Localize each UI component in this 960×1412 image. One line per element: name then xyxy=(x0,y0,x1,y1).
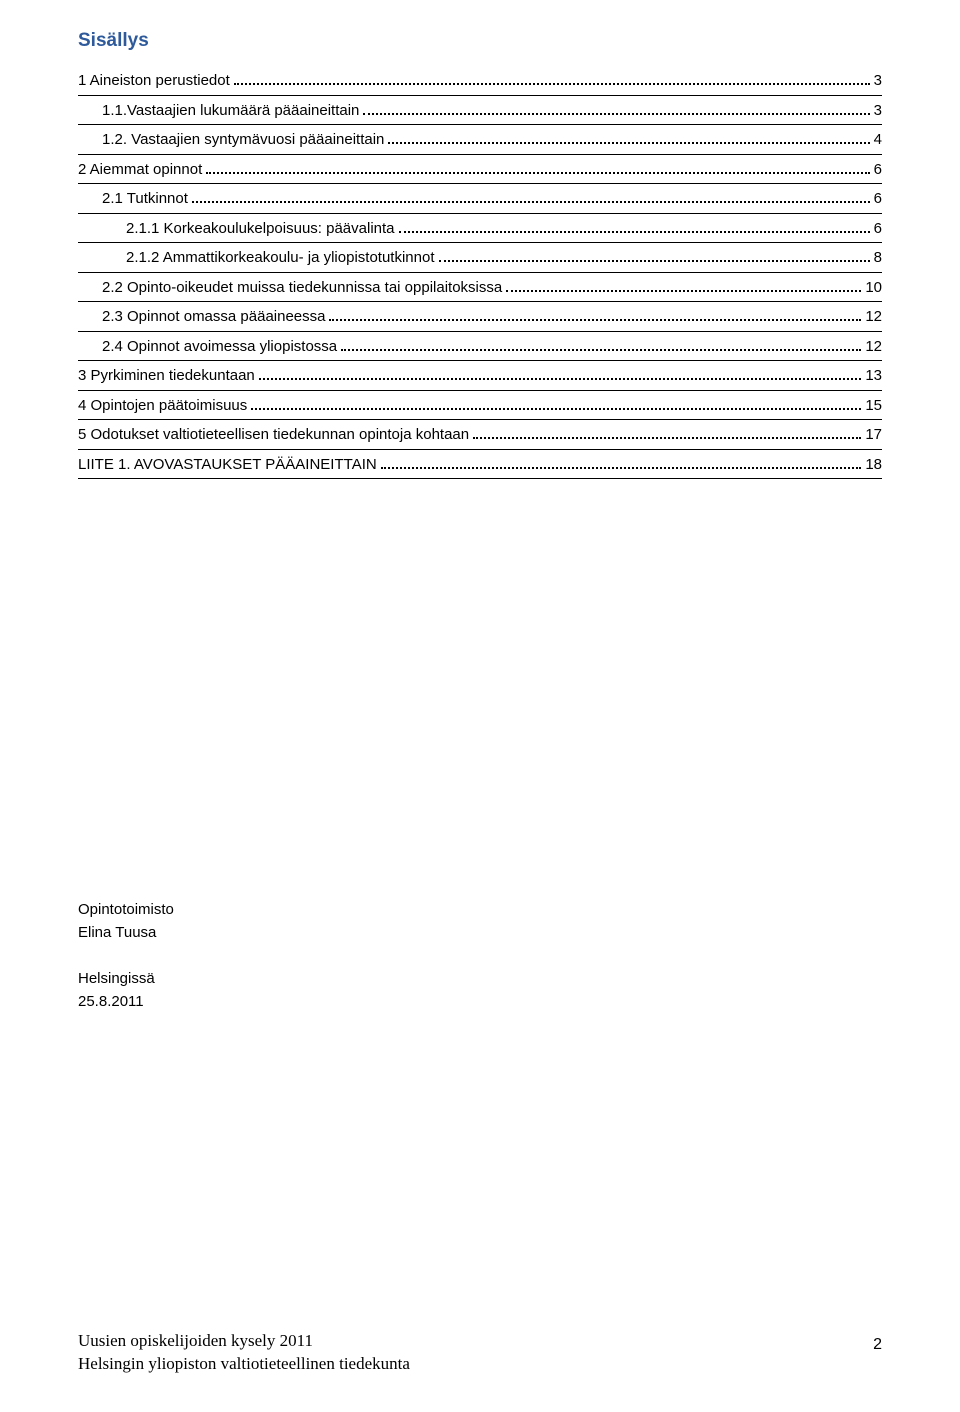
toc-leader xyxy=(399,231,870,233)
toc-row: 1.1.Vastaajien lukumäärä pääaineittain 3 xyxy=(78,96,882,126)
imprint-block: Opintotoimisto Elina Tuusa Helsingissä 2… xyxy=(78,899,882,1013)
page-number: 2 xyxy=(873,1336,882,1376)
toc-label: 2.4 Opinnot avoimessa yliopistossa xyxy=(102,336,337,359)
page-footer: Uusien opiskelijoiden kysely 2011 Helsin… xyxy=(0,1330,960,1376)
toc-leader xyxy=(506,290,861,292)
toc-leader xyxy=(206,172,869,174)
toc-leader xyxy=(234,83,870,85)
toc-page: 18 xyxy=(865,454,882,477)
toc-leader xyxy=(388,142,869,144)
toc-leader xyxy=(251,408,861,410)
toc-row: 2 Aiemmat opinnot 6 xyxy=(78,155,882,185)
toc-leader xyxy=(329,319,861,321)
toc-row: 2.1.1 Korkeakoulukelpoisuus: päävalinta … xyxy=(78,214,882,244)
toc-page: 4 xyxy=(874,129,882,152)
imprint-office: Opintotoimisto xyxy=(78,899,882,922)
toc-row: 4 Opintojen päätoimisuus 15 xyxy=(78,391,882,421)
page-title: Sisällys xyxy=(78,30,882,52)
toc-leader xyxy=(341,349,861,351)
toc-page: 15 xyxy=(865,395,882,418)
toc-leader xyxy=(192,201,870,203)
toc-label: 2.1.1 Korkeakoulukelpoisuus: päävalinta xyxy=(126,218,395,241)
toc-row: 2.1.2 Ammattikorkeakoulu- ja yliopistotu… xyxy=(78,243,882,273)
toc-page: 3 xyxy=(874,100,882,123)
toc-page: 6 xyxy=(874,188,882,211)
toc-label: 2.2 Opinto-oikeudet muissa tiedekunnissa… xyxy=(102,277,502,300)
toc-page: 13 xyxy=(865,365,882,388)
toc-page: 17 xyxy=(865,424,882,447)
toc-row: LIITE 1. AVOVASTAUKSET PÄÄAINEITTAIN 18 xyxy=(78,450,882,480)
toc-leader xyxy=(473,437,861,439)
toc-row: 3 Pyrkiminen tiedekuntaan 13 xyxy=(78,361,882,391)
toc-label: 2.1.2 Ammattikorkeakoulu- ja yliopistotu… xyxy=(126,247,435,270)
imprint-date: 25.8.2011 xyxy=(78,991,882,1014)
footer-line-1: Uusien opiskelijoiden kysely 2011 xyxy=(78,1330,410,1353)
toc-page: 8 xyxy=(874,247,882,270)
toc-page: 12 xyxy=(865,306,882,329)
toc-page: 10 xyxy=(865,277,882,300)
toc-label: 1.2. Vastaajien syntymävuosi pääaineitta… xyxy=(102,129,384,152)
imprint-author: Elina Tuusa xyxy=(78,922,882,945)
toc-leader xyxy=(439,260,870,262)
toc-leader xyxy=(363,113,869,115)
toc-label: 4 Opintojen päätoimisuus xyxy=(78,395,247,418)
toc-page: 3 xyxy=(874,70,882,93)
footer-line-2: Helsingin yliopiston valtiotieteellinen … xyxy=(78,1353,410,1376)
toc-page: 12 xyxy=(865,336,882,359)
toc-label: 2.3 Opinnot omassa pääaineessa xyxy=(102,306,325,329)
toc-page: 6 xyxy=(874,159,882,182)
toc-label: 2 Aiemmat opinnot xyxy=(78,159,202,182)
toc-label: 1 Aineiston perustiedot xyxy=(78,70,230,93)
toc-row: 1 Aineiston perustiedot 3 xyxy=(78,66,882,96)
toc-label: 1.1.Vastaajien lukumäärä pääaineittain xyxy=(102,100,359,123)
toc-row: 2.1 Tutkinnot 6 xyxy=(78,184,882,214)
toc-row: 2.2 Opinto-oikeudet muissa tiedekunnissa… xyxy=(78,273,882,303)
imprint-place: Helsingissä xyxy=(78,968,882,991)
toc-label: 2.1 Tutkinnot xyxy=(102,188,188,211)
toc-label: LIITE 1. AVOVASTAUKSET PÄÄAINEITTAIN xyxy=(78,454,377,477)
toc-label: 5 Odotukset valtiotieteellisen tiedekunn… xyxy=(78,424,469,447)
toc-page: 6 xyxy=(874,218,882,241)
toc-row: 2.4 Opinnot avoimessa yliopistossa 12 xyxy=(78,332,882,362)
footer-left: Uusien opiskelijoiden kysely 2011 Helsin… xyxy=(78,1330,410,1376)
toc-row: 1.2. Vastaajien syntymävuosi pääaineitta… xyxy=(78,125,882,155)
toc-label: 3 Pyrkiminen tiedekuntaan xyxy=(78,365,255,388)
toc-row: 5 Odotukset valtiotieteellisen tiedekunn… xyxy=(78,420,882,450)
toc-leader xyxy=(381,467,862,469)
toc-leader xyxy=(259,378,862,380)
toc-row: 2.3 Opinnot omassa pääaineessa 12 xyxy=(78,302,882,332)
